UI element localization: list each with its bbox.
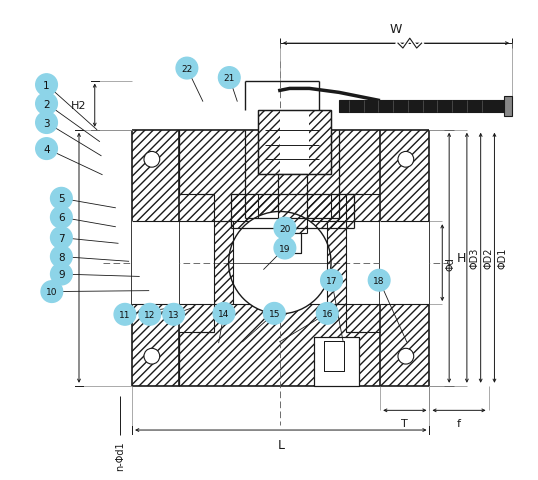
- Circle shape: [114, 304, 136, 325]
- Circle shape: [163, 304, 185, 325]
- Text: 8: 8: [58, 252, 65, 262]
- Circle shape: [36, 75, 58, 96]
- Text: 15: 15: [268, 309, 280, 318]
- Text: 18: 18: [373, 276, 385, 285]
- Bar: [278, 175, 307, 234]
- Bar: [314, 337, 359, 386]
- Circle shape: [51, 228, 72, 249]
- Circle shape: [229, 212, 331, 314]
- Circle shape: [51, 207, 72, 228]
- Circle shape: [36, 138, 58, 160]
- Bar: [132, 222, 179, 304]
- Circle shape: [398, 348, 414, 364]
- Text: 13: 13: [168, 310, 179, 319]
- Bar: [258, 111, 280, 175]
- Text: 6: 6: [58, 213, 65, 223]
- Text: 12: 12: [144, 310, 155, 319]
- Bar: [327, 222, 346, 304]
- Circle shape: [144, 348, 160, 364]
- Circle shape: [398, 152, 414, 168]
- Circle shape: [139, 304, 161, 325]
- Circle shape: [176, 58, 198, 80]
- Text: 11: 11: [119, 310, 131, 319]
- Text: 22: 22: [181, 64, 193, 73]
- Text: 3: 3: [43, 118, 50, 128]
- Text: 20: 20: [279, 224, 291, 233]
- Bar: [214, 222, 232, 304]
- Circle shape: [51, 188, 72, 210]
- Circle shape: [321, 270, 342, 291]
- Bar: [324, 342, 344, 371]
- Bar: [278, 175, 307, 234]
- Text: W: W: [390, 23, 402, 36]
- Circle shape: [51, 246, 72, 268]
- Circle shape: [218, 68, 240, 89]
- Circle shape: [316, 303, 338, 324]
- Text: 21: 21: [224, 74, 235, 83]
- Circle shape: [51, 264, 72, 285]
- Circle shape: [264, 303, 285, 324]
- Text: 7: 7: [58, 233, 65, 243]
- Text: ΦD2: ΦD2: [484, 248, 494, 269]
- Text: ΦD3: ΦD3: [470, 248, 480, 269]
- Text: f: f: [457, 419, 461, 428]
- Text: H1: H1: [56, 253, 71, 263]
- Bar: [504, 97, 512, 117]
- Bar: [179, 131, 380, 222]
- Text: T: T: [401, 419, 408, 428]
- Text: 16: 16: [322, 309, 333, 318]
- Text: H: H: [457, 252, 466, 264]
- Text: L: L: [277, 438, 284, 451]
- Circle shape: [213, 303, 235, 324]
- Text: 2: 2: [43, 99, 50, 109]
- Text: 4: 4: [43, 144, 50, 154]
- Text: 14: 14: [218, 309, 230, 318]
- Bar: [132, 131, 179, 386]
- Bar: [380, 131, 429, 386]
- Text: Φd: Φd: [445, 256, 455, 270]
- Bar: [339, 101, 504, 113]
- Circle shape: [36, 112, 58, 134]
- Text: 1: 1: [43, 81, 50, 90]
- Text: 19: 19: [279, 244, 291, 253]
- Bar: [380, 222, 429, 304]
- Circle shape: [369, 270, 390, 291]
- Text: ΦD1: ΦD1: [498, 248, 507, 269]
- Circle shape: [274, 218, 296, 240]
- Circle shape: [41, 281, 62, 303]
- Text: 17: 17: [325, 276, 337, 285]
- Bar: [127, 126, 437, 391]
- Circle shape: [274, 238, 296, 259]
- Bar: [179, 304, 380, 386]
- Bar: [231, 194, 353, 229]
- Bar: [258, 111, 331, 175]
- Text: H2: H2: [72, 101, 87, 111]
- Text: 9: 9: [58, 269, 65, 279]
- Text: 10: 10: [46, 288, 58, 297]
- Circle shape: [144, 152, 160, 168]
- Circle shape: [36, 94, 58, 115]
- Text: 5: 5: [58, 194, 65, 204]
- Bar: [309, 111, 331, 175]
- Bar: [282, 234, 301, 253]
- Text: n-Φd1: n-Φd1: [115, 440, 125, 469]
